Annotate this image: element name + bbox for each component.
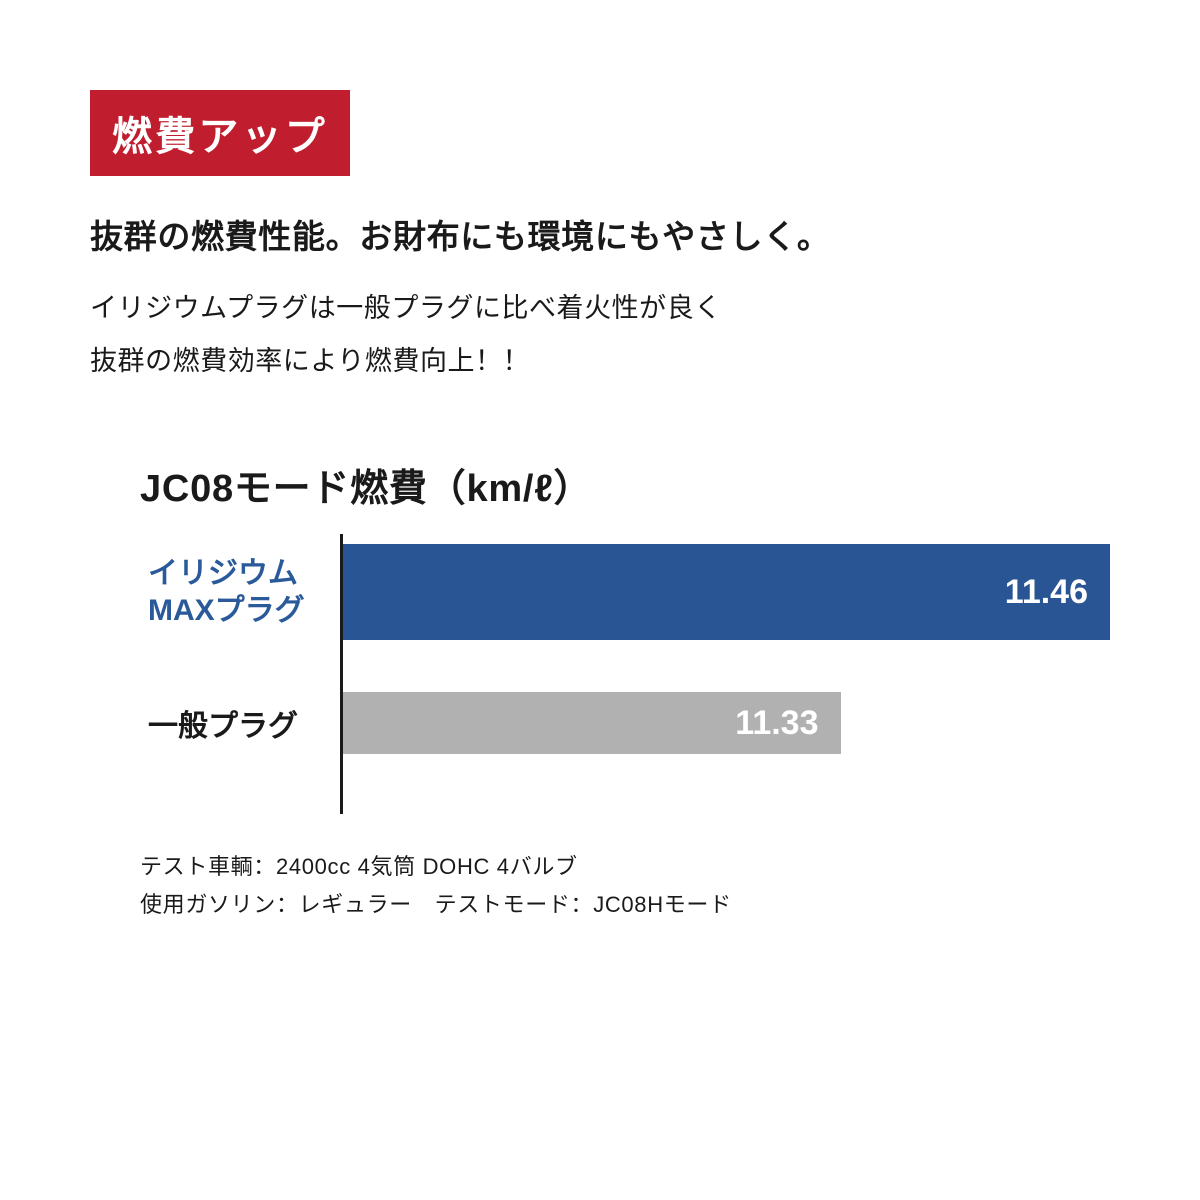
bar-1: 11.33 [340,692,841,754]
bar-label-1-line1: 一般プラグ [148,701,298,745]
bar-label-0: イリジウム MAXプラグ [140,544,340,640]
infographic-page: 燃費アップ 抜群の燃費性能。お財布にも環境にもやさしく。 イリジウムプラグは一般… [0,0,1200,923]
chart-notes: テスト車輌：2400cc 4気筒 DOHC 4バルブ 使用ガソリン：レギュラー … [140,848,1110,923]
bar-label-1: 一般プラグ [140,692,340,754]
bar-0-value: 11.46 [1005,573,1088,612]
bar-0: 11.46 [340,544,1110,640]
description-line-1: イリジウムプラグは一般プラグに比べ着火性が良く [90,282,1110,335]
chart-area: イリジウム MAXプラグ 一般プラグ 11.46 [140,534,1110,814]
bar-row-0: 11.46 [340,544,1110,640]
notes-line-1: テスト車輌：2400cc 4気筒 DOHC 4バルブ [140,848,1110,885]
description: イリジウムプラグは一般プラグに比べ着火性が良く 抜群の燃費効率により燃費向上！！ [90,282,1110,387]
badge-text: 燃費アップ [112,115,328,159]
section-badge: 燃費アップ [90,90,350,176]
chart-labels-column: イリジウム MAXプラグ 一般プラグ [140,534,340,814]
chart-title: JC08モード燃費（km/ℓ） [140,457,1110,512]
description-line-2: 抜群の燃費効率により燃費向上！！ [90,335,1110,388]
chart-container: JC08モード燃費（km/ℓ） イリジウム MAXプラグ 一般プラグ [90,457,1110,923]
y-axis-line [340,534,343,814]
notes-line-2: 使用ガソリン：レギュラー テストモード：JC08Hモード [140,886,1110,923]
bar-1-value: 11.33 [735,704,818,743]
headline: 抜群の燃費性能。お財布にも環境にもやさしく。 [90,210,1110,258]
bar-label-0-line1: イリジウム [148,555,305,593]
bars-stack: 11.46 11.33 [340,534,1110,754]
chart-bars-column: 11.46 11.33 [340,534,1110,814]
bar-label-0-line2: MAXプラグ [148,592,305,630]
bar-row-1: 11.33 [340,692,1110,754]
